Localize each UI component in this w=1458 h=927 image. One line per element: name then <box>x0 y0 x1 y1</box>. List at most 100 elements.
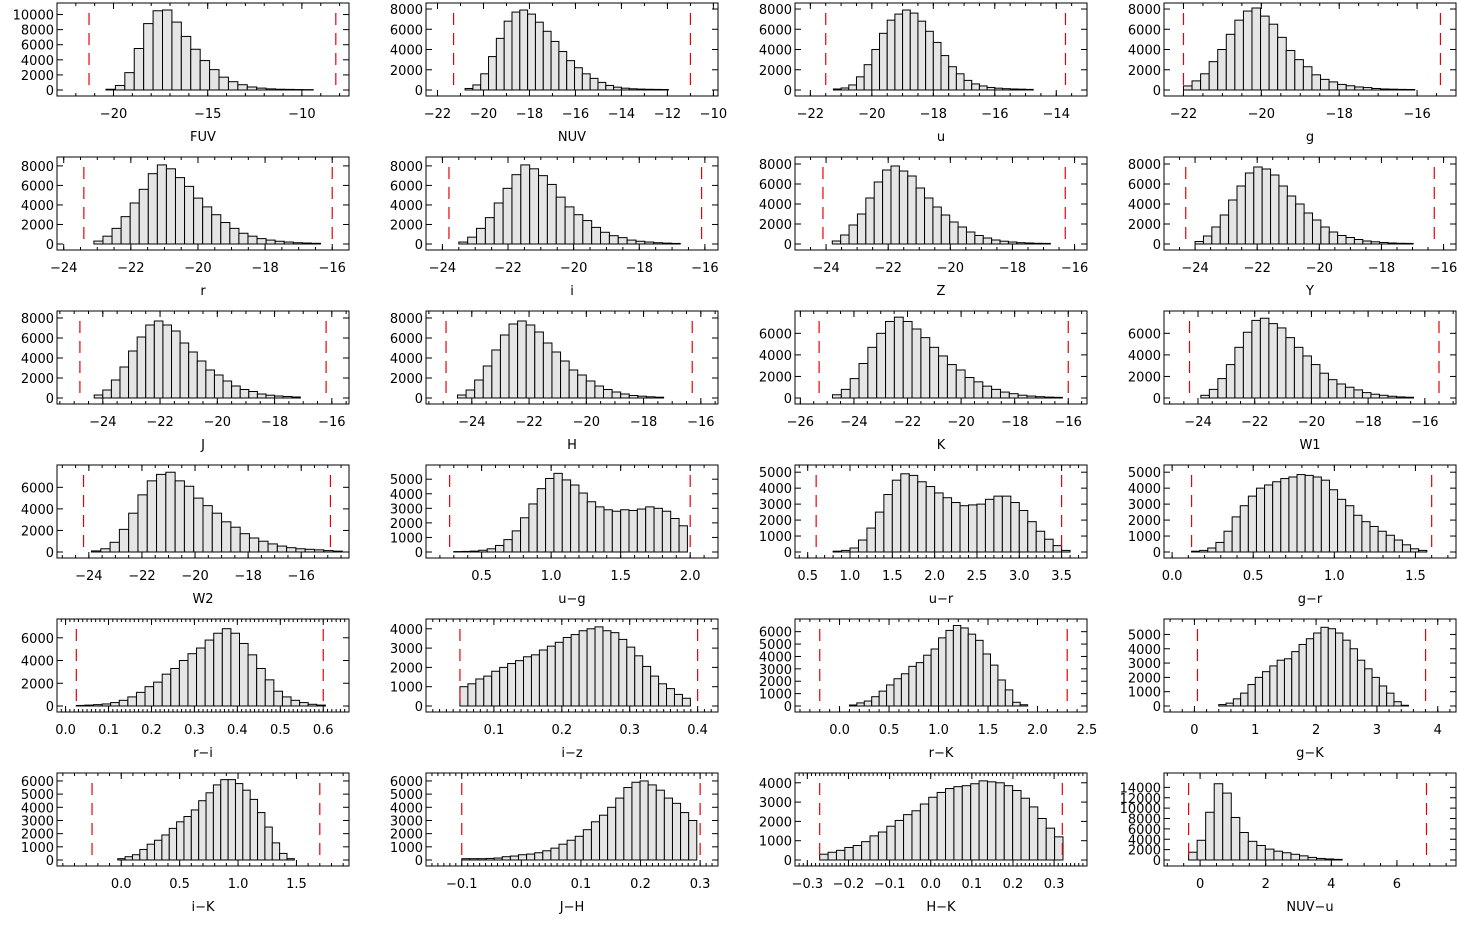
x-tick-label: −18 <box>1368 261 1395 276</box>
x-tick-label: −22 <box>1170 107 1197 122</box>
x-tick-label: −20 <box>573 415 600 430</box>
x-axis-label: i−K <box>191 900 215 915</box>
histogram-bars <box>1189 784 1343 860</box>
y-tick-label: 4000 <box>390 44 423 59</box>
y-tick-label: 4000 <box>21 352 54 367</box>
y-tick-label: 1000 <box>390 681 423 696</box>
x-tick-label: −18 <box>261 415 288 430</box>
x-tick-label: −20 <box>470 107 497 122</box>
x-tick-label: 0.1 <box>484 723 505 738</box>
y-tick-label: 2000 <box>21 524 54 539</box>
x-tick-label: −14 <box>1043 107 1070 122</box>
y-tick-label: 5000 <box>759 466 792 481</box>
x-tick-label: 2.5 <box>967 569 988 584</box>
y-tick-label: 2000 <box>21 677 54 692</box>
y-tick-label: 5000 <box>1128 628 1161 643</box>
y-tick-label: 2000 <box>1128 671 1161 686</box>
x-tick-label: 0.1 <box>98 723 119 738</box>
y-tick-label: 1000 <box>1128 686 1161 701</box>
y-tick-label: 2000 <box>759 64 792 79</box>
y-tick-label: 3000 <box>1128 657 1161 672</box>
y-tick-label: 5000 <box>21 788 54 803</box>
y-tick-label: 3000 <box>390 502 423 517</box>
y-tick-label: 6000 <box>21 39 54 54</box>
x-tick-label: 0.1 <box>962 877 983 892</box>
histogram-bars <box>76 629 325 706</box>
x-tick-label: −20 <box>947 415 974 430</box>
histogram-bars <box>94 321 300 398</box>
y-tick-label: 4000 <box>759 349 792 364</box>
x-tick-label: −20 <box>937 261 964 276</box>
y-tick-label: 8000 <box>21 312 54 327</box>
x-tick-label: 0.3 <box>619 723 640 738</box>
x-axis-label: g−K <box>1296 746 1324 761</box>
y-tick-label: 0 <box>784 546 792 561</box>
y-tick-label: 0 <box>1153 238 1161 253</box>
x-tick-label: 0.2 <box>630 877 651 892</box>
y-tick-label: 6000 <box>390 332 423 347</box>
x-tick-label: −22 <box>1243 261 1270 276</box>
y-tick-label: 3000 <box>21 814 54 829</box>
y-tick-label: 2000 <box>21 218 54 233</box>
x-tick-label: 2.0 <box>680 569 701 584</box>
x-tick-label: −20 <box>858 107 885 122</box>
x-tick-label: 1.5 <box>610 569 631 584</box>
x-axis-label: W2 <box>192 592 213 607</box>
x-tick-label: 0.5 <box>797 569 818 584</box>
x-tick-label: −0.3 <box>792 877 824 892</box>
x-tick-label: −16 <box>1061 261 1088 276</box>
y-tick-label: 2000 <box>759 218 792 233</box>
y-tick-label: 4000 <box>390 801 423 816</box>
histogram-bars <box>1192 475 1427 552</box>
x-tick-label: 0.0 <box>111 877 132 892</box>
x-tick-label: −18 <box>1001 415 1028 430</box>
y-tick-label: 0 <box>415 854 423 869</box>
x-axis-label: H <box>567 438 577 453</box>
x-axis-label: g <box>1306 130 1314 145</box>
y-tick-label: 0 <box>1153 700 1161 715</box>
x-tick-label: 0.0 <box>55 723 76 738</box>
x-tick-label: 0.0 <box>829 723 850 738</box>
x-tick-label: −22 <box>146 415 173 430</box>
x-tick-label: −24 <box>429 261 456 276</box>
y-tick-label: 6000 <box>1128 327 1161 342</box>
x-axis-label: r−K <box>929 746 954 761</box>
y-tick-label: 8000 <box>21 24 54 39</box>
x-tick-label: −10 <box>700 107 727 122</box>
x-tick-label: −22 <box>128 569 155 584</box>
x-tick-label: −18 <box>920 107 947 122</box>
y-tick-label: 2000 <box>759 370 792 385</box>
x-axis-label: u−r <box>929 592 954 607</box>
y-tick-label: 0 <box>784 392 792 407</box>
x-tick-label: −22 <box>494 261 521 276</box>
y-tick-label: 4000 <box>759 44 792 59</box>
y-tick-label: 0 <box>46 854 54 869</box>
y-tick-label: 2000 <box>390 64 423 79</box>
y-tick-label: 4000 <box>390 199 423 214</box>
y-tick-label: 6000 <box>390 23 423 38</box>
histogram-bars <box>832 166 1050 244</box>
y-tick-label: 0 <box>415 238 423 253</box>
y-tick-label: 0 <box>784 84 792 99</box>
x-tick-label: 4 <box>1327 877 1335 892</box>
y-tick-label: 8000 <box>759 158 792 173</box>
x-tick-label: 3.5 <box>1051 569 1072 584</box>
x-tick-label: −20 <box>204 415 231 430</box>
y-tick-label: 5000 <box>390 788 423 803</box>
y-tick-label: 4000 <box>390 488 423 503</box>
x-tick-label: 1.0 <box>840 569 861 584</box>
x-tick-label: −16 <box>1055 415 1082 430</box>
y-tick-label: 3000 <box>390 814 423 829</box>
y-tick-label: 8000 <box>390 160 423 175</box>
x-tick-label: −0.2 <box>833 877 865 892</box>
